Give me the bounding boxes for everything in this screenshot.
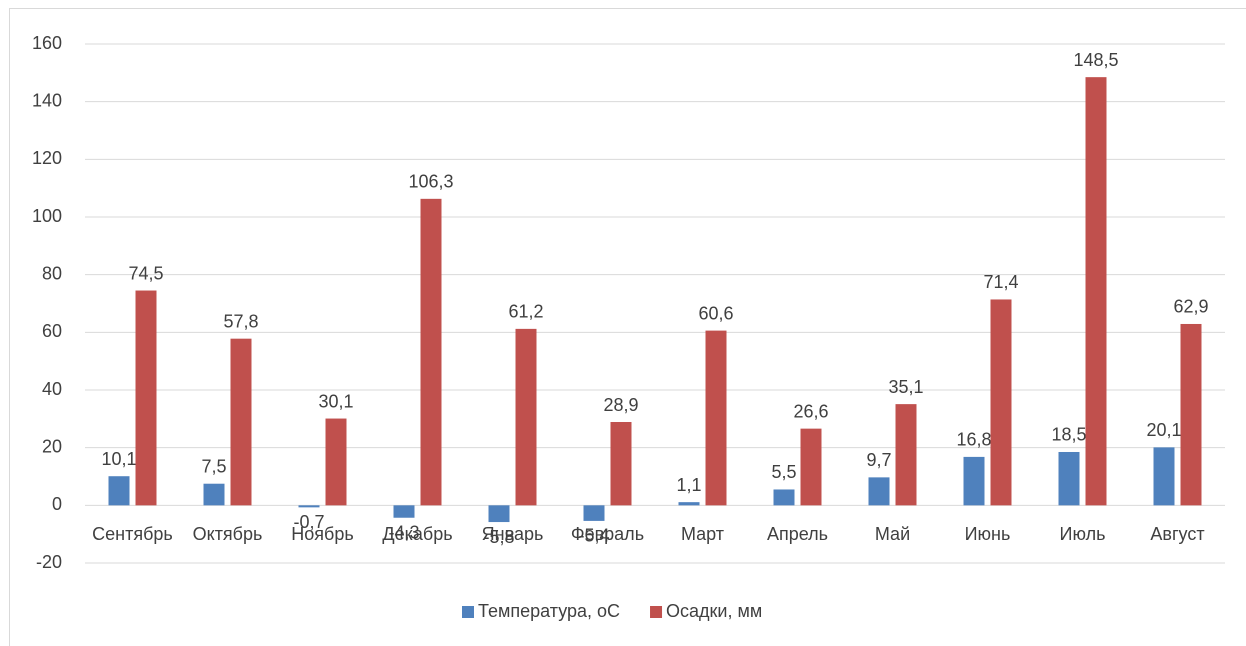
bar [800,428,822,506]
bar [325,418,347,506]
bar [135,290,157,506]
data-label: -0,7 [293,512,324,532]
bar [1180,323,1202,506]
bar [488,505,510,523]
bar [515,328,537,506]
bar [963,456,985,506]
y-tick-label: 40 [42,379,62,399]
y-tick-label: -20 [36,552,62,572]
bar [393,505,415,518]
chart-border [9,8,1246,646]
bar [108,476,130,506]
legend-swatch [650,606,663,618]
data-label: -5,4 [578,526,609,546]
x-tick-label: Март [681,524,724,544]
legend-label: Температура, oC [478,601,620,621]
bar [420,198,442,506]
data-label: 5,5 [771,462,796,482]
bar [610,422,632,506]
x-tick-label: Декабрь [382,524,452,544]
y-tick-label: 140 [32,90,62,110]
y-tick-label: 0 [52,494,62,514]
legend-label: Осадки, мм [666,601,762,621]
x-tick-label: Октябрь [193,524,263,544]
data-label: 57,8 [223,311,258,331]
x-tick-label: Апрель [767,524,828,544]
bar [868,477,890,506]
data-label: 60,6 [698,303,733,323]
y-tick-label: 100 [32,206,62,226]
data-label: 26,6 [793,401,828,421]
y-tick-label: 20 [42,436,62,456]
data-label: 148,5 [1073,50,1118,70]
bar [583,505,605,521]
data-label: 20,1 [1146,420,1181,440]
data-label: 61,2 [508,302,543,322]
bar [1153,447,1175,506]
y-tick-label: 160 [32,33,62,53]
x-tick-label: Июнь [965,524,1011,544]
bar [298,505,320,508]
legend-swatch [462,606,474,618]
data-label: 106,3 [408,172,453,192]
y-tick-label: 60 [42,321,62,341]
data-label: -4,3 [388,522,419,542]
data-label: 9,7 [866,450,891,470]
x-tick-label: Сентябрь [92,524,173,544]
data-label: -5,8 [483,527,514,547]
x-tick-label: Январь [482,524,544,544]
bar [895,404,917,506]
data-label: 71,4 [983,272,1018,292]
bar [678,502,700,506]
bar [705,330,727,506]
bar [1085,77,1107,506]
x-tick-label: Июль [1060,524,1106,544]
x-tick-label: Февраль [571,524,644,544]
data-label: 16,8 [956,430,991,450]
data-label: 10,1 [101,449,136,469]
data-label: 1,1 [676,475,701,495]
data-label: 35,1 [888,377,923,397]
data-label: 62,9 [1173,297,1208,317]
bar [203,483,225,506]
bar [990,299,1012,506]
x-tick-label: Май [875,524,910,544]
y-tick-label: 120 [32,148,62,168]
bar [230,338,252,506]
bar [1058,451,1080,506]
bar [773,489,795,506]
data-label: 30,1 [318,391,353,411]
y-tick-label: 80 [42,263,62,283]
data-label: 7,5 [201,456,226,476]
data-label: 28,9 [603,395,638,415]
x-tick-label: Август [1150,524,1204,544]
x-tick-label: Ноябрь [291,524,353,544]
data-label: 74,5 [128,263,163,283]
data-label: 18,5 [1051,425,1086,445]
